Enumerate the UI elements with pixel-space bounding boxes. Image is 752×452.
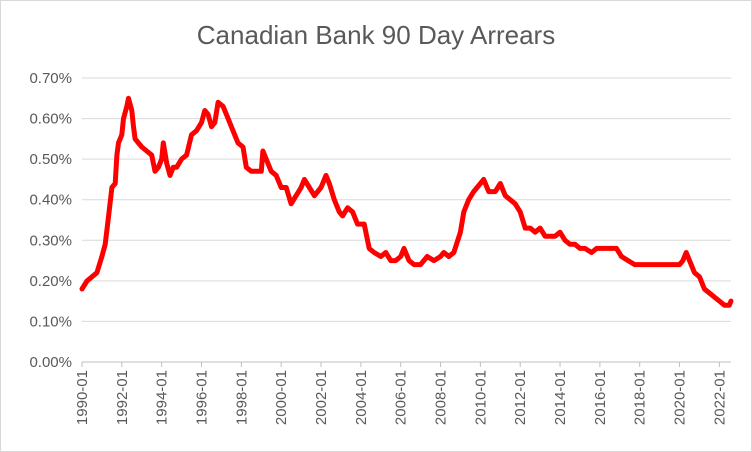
- y-tick-label: 0.10%: [29, 313, 72, 330]
- y-tick-label: 0.70%: [29, 70, 72, 87]
- x-tick-label: 2022-01: [711, 370, 728, 425]
- x-tick-label: 1992-01: [114, 370, 131, 425]
- x-tick-label: 2000-01: [273, 370, 290, 425]
- y-tick-label: 0.00%: [29, 354, 72, 371]
- y-tick-label: 0.40%: [29, 192, 72, 209]
- x-tick-label: 2006-01: [393, 370, 410, 425]
- x-tick-label: 1990-01: [74, 370, 91, 425]
- y-tick-label: 0.20%: [29, 273, 72, 290]
- x-tick-label: 2014-01: [552, 370, 569, 425]
- x-tick-label: 2012-01: [512, 370, 529, 425]
- y-tick-label: 0.50%: [29, 151, 72, 168]
- x-axis: [81, 361, 731, 367]
- x-tick-label: 2010-01: [472, 370, 489, 425]
- y-axis-tick-labels: 0.00% 0.10% 0.20% 0.30% 0.40% 0.50% 0.60% 0.70%: [29, 70, 72, 371]
- y-tick-label: 0.30%: [29, 232, 72, 249]
- series-line: [79, 95, 734, 308]
- y-tick-label: 0.60%: [29, 111, 72, 128]
- x-tick-label: 2002-01: [313, 370, 330, 425]
- x-tick-label: 1998-01: [233, 370, 250, 425]
- chart-title: Canadian Bank 90 Day Arrears: [196, 20, 556, 50]
- x-tick-label: 1994-01: [154, 370, 171, 425]
- series-layer: [79, 95, 734, 308]
- x-tick-label: 2018-01: [632, 370, 649, 425]
- x-tick-label: 2016-01: [592, 370, 609, 425]
- x-tick-label: 2008-01: [433, 370, 450, 425]
- grid-lines: [82, 77, 731, 322]
- x-tick-label: 2004-01: [353, 370, 370, 425]
- x-tick-label: 2020-01: [672, 370, 689, 425]
- x-tick-label: 1996-01: [194, 370, 211, 425]
- x-axis-tick-labels: 1990-01 1992-01 1994-01 1996-01 1998-01 2000-…: [74, 370, 728, 425]
